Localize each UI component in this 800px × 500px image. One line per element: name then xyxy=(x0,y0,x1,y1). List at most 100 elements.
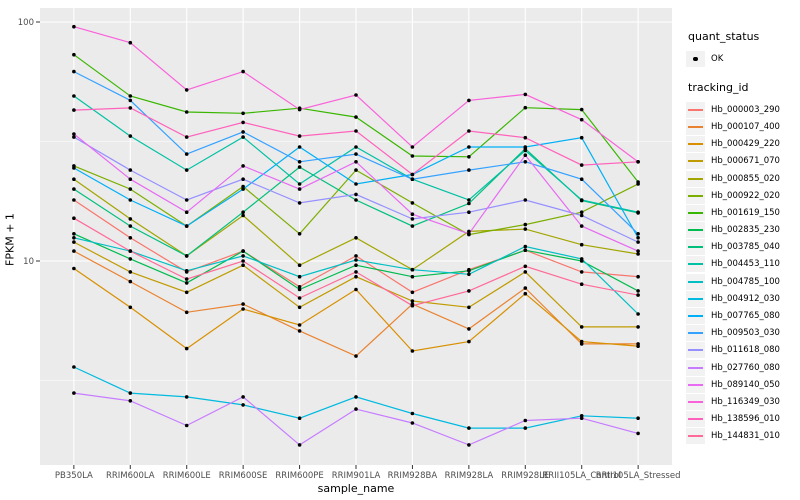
legend-item-Hb_004785_100: Hb_004785_100 xyxy=(686,273,800,290)
line-key-icon xyxy=(686,256,705,273)
data-point xyxy=(579,163,584,167)
data-point xyxy=(467,168,471,172)
data-point xyxy=(297,296,302,300)
data-point xyxy=(297,305,302,310)
line-key-icon xyxy=(686,308,705,325)
series-color-line-icon xyxy=(688,332,703,335)
data-point xyxy=(241,302,245,306)
data-point xyxy=(467,305,471,310)
data-point xyxy=(184,281,189,285)
legend-label: Hb_144831_010 xyxy=(711,431,780,442)
series-color-line-icon xyxy=(688,125,703,128)
series-color-line-icon xyxy=(688,349,703,352)
line-key-icon xyxy=(686,222,705,239)
data-point xyxy=(184,423,189,428)
data-point xyxy=(579,282,584,287)
data-point xyxy=(636,344,640,349)
data-point xyxy=(354,395,358,399)
data-point xyxy=(523,291,528,296)
data-point xyxy=(523,244,528,249)
series-color-line-icon xyxy=(688,383,703,386)
data-point xyxy=(241,111,245,116)
data-point xyxy=(579,270,584,274)
data-point xyxy=(297,134,302,138)
data-point xyxy=(354,182,358,186)
data-point xyxy=(636,249,640,253)
data-point xyxy=(128,305,133,310)
data-point xyxy=(241,395,245,399)
data-point xyxy=(128,98,133,103)
line-key-icon xyxy=(686,101,705,118)
legend-title-tracking-id: tracking_id xyxy=(688,81,749,95)
data-point xyxy=(467,289,471,293)
data-point xyxy=(636,312,640,316)
legend-label: Hb_000671_070 xyxy=(711,156,780,167)
legend-item-Hb_004453_110: Hb_004453_110 xyxy=(686,256,800,273)
data-point xyxy=(128,224,133,228)
series-color-line-icon xyxy=(688,366,703,369)
data-point xyxy=(72,198,76,202)
data-point xyxy=(579,242,584,247)
data-point xyxy=(354,270,358,274)
data-point xyxy=(241,187,245,191)
legend-item-Hb_011618_080: Hb_011618_080 xyxy=(686,342,800,359)
data-point xyxy=(72,236,76,240)
line-key-icon xyxy=(686,273,705,290)
data-point xyxy=(354,407,358,411)
series-color-line-icon xyxy=(688,435,703,438)
data-point xyxy=(241,263,245,268)
data-point xyxy=(579,339,584,344)
data-point xyxy=(523,135,528,140)
data-point xyxy=(241,210,245,214)
data-point xyxy=(579,135,584,140)
data-point xyxy=(184,168,189,172)
legend-item-Hb_009503_030: Hb_009503_030 xyxy=(686,325,800,342)
legend: quant_status OK tracking_id Hb_000003_29… xyxy=(686,30,800,445)
axis-ticks xyxy=(36,21,639,469)
data-point xyxy=(467,339,471,344)
data-point xyxy=(523,198,528,202)
x-tick-label: RRIM901LA xyxy=(332,471,381,481)
legend-item-quant-status-ok: OK xyxy=(686,50,800,67)
data-point xyxy=(354,145,358,149)
line-key-icon xyxy=(686,170,705,187)
data-point xyxy=(72,187,76,191)
data-point xyxy=(241,130,245,134)
data-point xyxy=(523,222,528,227)
data-point xyxy=(128,270,133,274)
x-tick-label: RRIM600LA xyxy=(106,471,155,481)
data-point xyxy=(410,224,415,228)
data-point xyxy=(128,198,133,202)
legend-item-Hb_000922_020: Hb_000922_020 xyxy=(686,187,800,204)
data-point xyxy=(128,399,133,403)
series-color-line-icon xyxy=(688,177,703,180)
data-point xyxy=(72,216,76,220)
data-point xyxy=(297,263,302,268)
series-color-line-icon xyxy=(688,211,703,214)
data-point xyxy=(523,148,528,153)
data-point xyxy=(523,105,528,110)
legend-label: Hb_001619_150 xyxy=(711,207,780,218)
data-point xyxy=(297,323,302,327)
data-point xyxy=(354,192,358,197)
data-point xyxy=(72,249,76,253)
line-key-icon xyxy=(686,325,705,342)
legend-item-Hb_138596_010: Hb_138596_010 xyxy=(686,411,800,428)
line-key-icon xyxy=(686,393,705,410)
data-point xyxy=(636,293,640,297)
data-point xyxy=(297,285,302,289)
data-point xyxy=(128,94,133,98)
line-key-icon xyxy=(686,428,705,445)
line-key-icon xyxy=(686,118,705,135)
data-point xyxy=(410,217,415,221)
data-point xyxy=(410,411,415,416)
data-point xyxy=(636,431,640,436)
legend-item-Hb_027760_080: Hb_027760_080 xyxy=(686,359,800,376)
data-point xyxy=(410,299,415,303)
legend-label: Hb_000429_220 xyxy=(711,139,780,150)
data-point xyxy=(467,327,471,331)
data-point xyxy=(354,254,358,258)
line-key-icon xyxy=(686,359,705,376)
data-point xyxy=(241,213,245,218)
data-point xyxy=(636,416,640,421)
